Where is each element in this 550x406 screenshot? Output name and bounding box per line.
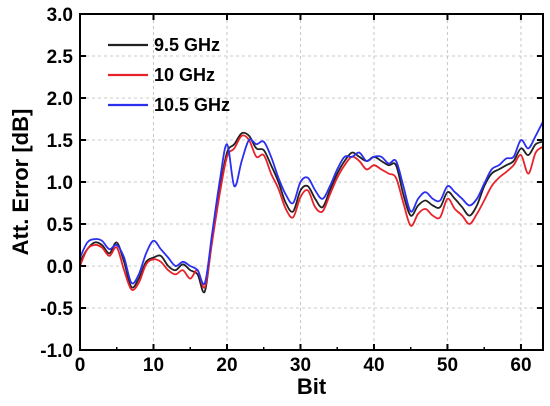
series-line-2	[79, 134, 544, 291]
series-lines	[79, 121, 544, 294]
axis-ticks: 0 10 20 30 40 50 60 -1.0 -0.5 0.0 0.5 1.0 1.5 2.0 2.5 3…	[40, 5, 543, 376]
x-tick-label: 20	[216, 355, 237, 376]
y-tick-label: 0.5	[47, 215, 74, 236]
series-line-3	[79, 121, 544, 286]
x-axis-title: Bit	[297, 374, 327, 399]
y-tick-label: 2.0	[47, 89, 73, 110]
legend-label: 10 GHz	[154, 65, 215, 85]
y-tick-label: 0.0	[47, 257, 73, 278]
y-tick-label: -1.0	[40, 341, 73, 362]
y-tick-label: 1.5	[47, 131, 74, 152]
x-tick-label: 60	[510, 355, 531, 376]
legend-label: 9.5 GHz	[154, 35, 220, 55]
legend: 9.5 GHz 10 GHz 10.5 GHz	[108, 35, 230, 115]
y-tick-label: -0.5	[40, 299, 73, 320]
x-tick-label: 0	[75, 355, 86, 376]
x-tick-label: 10	[143, 355, 164, 376]
x-tick-label: 50	[437, 355, 458, 376]
y-axis-title: Att. Error [dB]	[8, 109, 33, 256]
series-line-1	[79, 131, 544, 294]
grid	[79, 13, 543, 351]
y-tick-label: 3.0	[47, 5, 73, 26]
y-tick-label: 1.0	[47, 173, 73, 194]
y-tick-label: 2.5	[47, 47, 74, 68]
x-tick-label: 30	[290, 355, 311, 376]
x-tick-label: 40	[363, 355, 384, 376]
legend-label: 10.5 GHz	[154, 95, 230, 115]
